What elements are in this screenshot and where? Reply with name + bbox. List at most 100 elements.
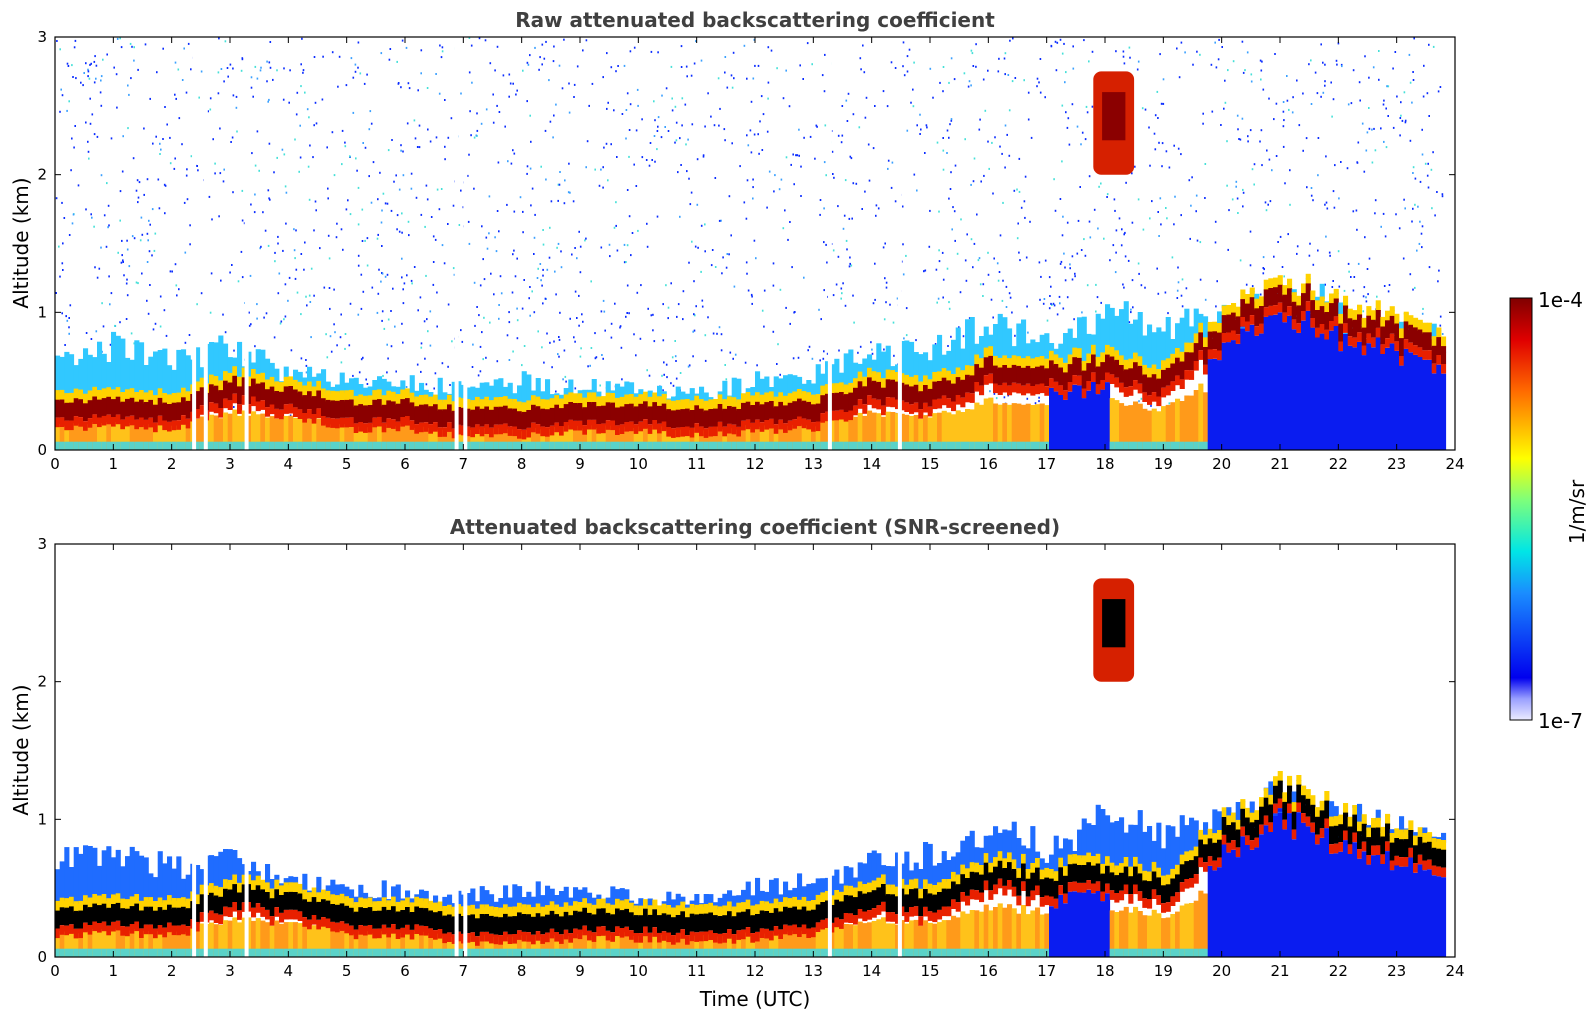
- layer-cell: [1324, 329, 1330, 340]
- layer-cell: [1007, 358, 1013, 370]
- noise-speck: [361, 240, 364, 242]
- layer-cell: [241, 948, 247, 957]
- layer-cell: [1422, 350, 1428, 360]
- layer-cell: [750, 422, 756, 433]
- noise-speck: [1210, 63, 1213, 66]
- layer-cell: [1119, 382, 1125, 393]
- layer-cell: [1324, 312, 1330, 330]
- noise-speck: [460, 92, 462, 95]
- noise-speck: [890, 186, 893, 189]
- layer-cell: [1193, 308, 1199, 337]
- noise-speck: [626, 92, 629, 95]
- noise-speck: [266, 80, 268, 83]
- noise-speck: [423, 320, 426, 323]
- layer-cell: [1422, 322, 1428, 334]
- noise-speck: [852, 182, 855, 185]
- layer-cell: [647, 441, 653, 450]
- layer-cell: [531, 427, 537, 450]
- noise-speck: [924, 269, 927, 272]
- noise-speck: [1214, 241, 1217, 244]
- noise-speck: [605, 142, 608, 145]
- noise-speck: [685, 65, 688, 68]
- layer-cell: [937, 398, 943, 409]
- noise-speck: [826, 352, 829, 355]
- noise-speck: [971, 52, 974, 55]
- noise-speck: [905, 307, 908, 310]
- noise-speck: [1137, 198, 1140, 201]
- noise-speck: [1414, 286, 1416, 289]
- noise-speck: [349, 302, 352, 305]
- layer-cell: [1226, 332, 1232, 343]
- layer-cell: [185, 418, 191, 429]
- noise-speck: [410, 279, 413, 282]
- noise-speck: [116, 106, 118, 109]
- layer-cell: [1347, 308, 1353, 320]
- noise-speck: [1262, 88, 1265, 91]
- layer-cell: [708, 441, 714, 450]
- layer-cell: [1184, 352, 1190, 371]
- layer-cell: [1282, 294, 1288, 313]
- layer-cell: [1081, 398, 1087, 450]
- layer-cell: [265, 922, 271, 957]
- layer-cell: [596, 391, 602, 400]
- layer-cell: [797, 398, 803, 417]
- layer-cell: [853, 416, 859, 450]
- layer-cell: [288, 876, 294, 885]
- noise-speck: [1054, 40, 1057, 43]
- noise-speck: [970, 238, 973, 241]
- layer-cell: [106, 898, 112, 910]
- noise-speck: [248, 324, 251, 327]
- layer-cell: [265, 892, 271, 910]
- noise-speck: [360, 307, 363, 310]
- noise-speck: [401, 212, 403, 215]
- layer-cell: [1366, 343, 1372, 450]
- noise-speck: [143, 127, 145, 130]
- layer-cell: [867, 410, 873, 450]
- layer-cell: [433, 426, 439, 450]
- layer-cell: [143, 857, 149, 900]
- layer-cell: [92, 894, 98, 905]
- layer-cell: [857, 441, 863, 450]
- noise-speck: [1226, 184, 1228, 187]
- layer-cell: [587, 441, 593, 450]
- noise-speck: [841, 134, 844, 137]
- noise-speck: [772, 284, 775, 287]
- layer-cell: [708, 429, 714, 450]
- layer-cell: [1203, 364, 1209, 375]
- noise-speck: [1038, 261, 1041, 264]
- layer-cell: [451, 401, 457, 413]
- layer-cell: [1063, 372, 1069, 391]
- layer-cell: [386, 381, 392, 394]
- layer-cell: [475, 441, 481, 450]
- noise-speck: [1398, 227, 1401, 230]
- layer-cell: [344, 390, 350, 402]
- layer-cell: [185, 908, 191, 927]
- layer-cell: [241, 395, 247, 405]
- noise-speck: [287, 299, 289, 302]
- noise-speck: [493, 293, 495, 296]
- layer-cell: [1268, 288, 1274, 306]
- layer-cell: [689, 430, 695, 450]
- layer-cell: [624, 404, 630, 422]
- noise-speck: [285, 222, 287, 225]
- layer-cell: [1385, 347, 1391, 450]
- layer-cell: [521, 431, 527, 450]
- layer-cell: [848, 419, 854, 450]
- layer-cell: [330, 929, 336, 957]
- layer-cell: [349, 889, 355, 901]
- layer-cell: [1086, 363, 1092, 381]
- layer-cell: [437, 929, 443, 939]
- layer-cell: [489, 915, 495, 934]
- layer-cell: [993, 355, 999, 367]
- layer-cell: [1063, 390, 1069, 400]
- layer-cell: [139, 342, 145, 393]
- noise-speck: [864, 116, 867, 119]
- layer-cell: [895, 441, 901, 450]
- layer-cell: [974, 364, 980, 382]
- noise-speck: [282, 249, 284, 252]
- noise-speck: [950, 335, 952, 338]
- noise-speck: [859, 345, 862, 348]
- noise-speck: [1421, 128, 1423, 131]
- noise-speck: [1383, 285, 1386, 287]
- layer-cell: [433, 930, 439, 940]
